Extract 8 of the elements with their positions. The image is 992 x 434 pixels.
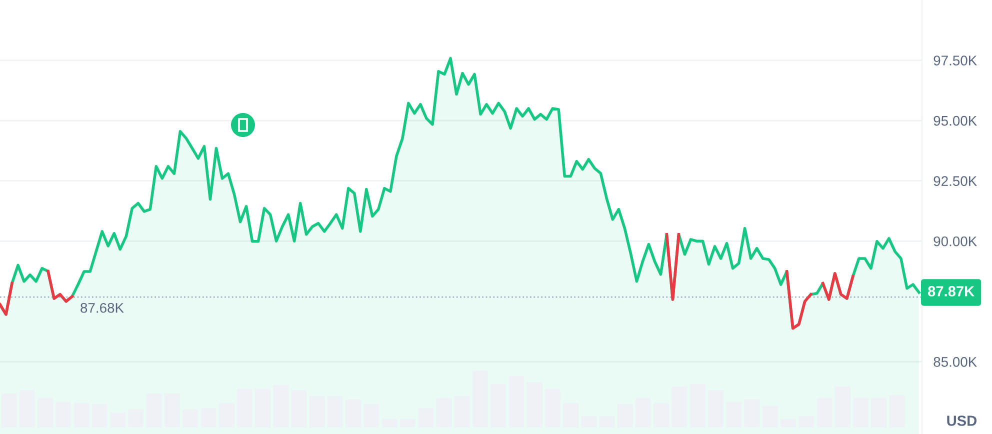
y-tick-label: 97.50K <box>934 56 977 66</box>
ref-line-label: 87.68K <box>80 302 124 313</box>
text: USD <box>947 416 977 426</box>
y-tick-label: 95.00K <box>934 116 977 126</box>
y-tick-label: 90.00K <box>934 236 977 246</box>
text: 87.87K <box>928 286 974 296</box>
y-tick-label: 92.50K <box>934 176 977 186</box>
y-tick-label: 85.00K <box>934 357 977 367</box>
